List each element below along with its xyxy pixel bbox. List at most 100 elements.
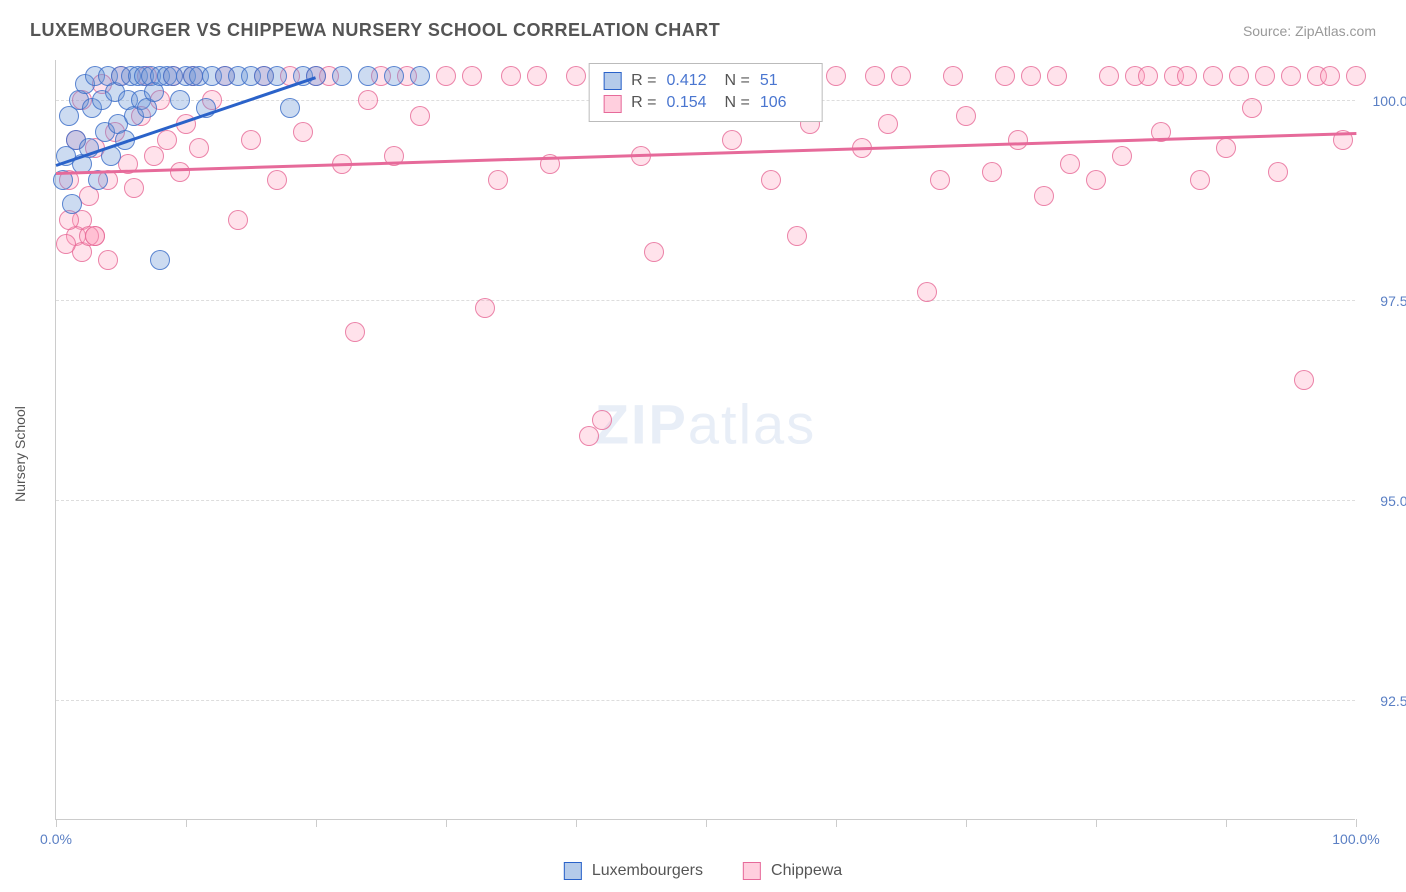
data-point <box>56 234 76 254</box>
swatch-blue-icon <box>603 72 621 90</box>
legend-series-label: Chippewa <box>771 862 842 880</box>
data-point <box>527 66 547 86</box>
data-point <box>722 130 742 150</box>
data-point <box>1034 186 1054 206</box>
data-point <box>943 66 963 86</box>
data-point <box>436 66 456 86</box>
x-tick <box>1356 819 1357 827</box>
data-point <box>410 106 430 126</box>
legend-series: Luxembourgers Chippewa <box>564 862 842 880</box>
data-point <box>189 138 209 158</box>
gridline: 97.5% <box>56 300 1355 301</box>
data-point <box>826 66 846 86</box>
x-tick <box>186 819 187 827</box>
data-point <box>579 426 599 446</box>
data-point <box>384 66 404 86</box>
data-point <box>917 282 937 302</box>
legend-item: Chippewa <box>743 862 842 880</box>
legend-n-value: 106 <box>760 92 808 114</box>
watermark-rest: atlas <box>688 393 816 456</box>
data-point <box>865 66 885 86</box>
data-point <box>1294 370 1314 390</box>
x-tick <box>576 819 577 827</box>
data-point <box>462 66 482 86</box>
data-point <box>241 130 261 150</box>
data-point <box>1008 130 1028 150</box>
legend-r-label: R = <box>631 92 656 114</box>
data-point <box>1047 66 1067 86</box>
legend-r-value: 0.154 <box>667 92 715 114</box>
source-label: Source: ZipAtlas.com <box>1243 23 1376 39</box>
swatch-pink-icon <box>603 95 621 113</box>
data-point <box>1216 138 1236 158</box>
gridline: 95.0% <box>56 500 1355 501</box>
legend-r-label: R = <box>631 70 656 92</box>
y-tick-label: 95.0% <box>1380 493 1406 509</box>
legend-row: R = 0.154 N = 106 <box>603 92 808 114</box>
data-point <box>488 170 508 190</box>
data-point <box>345 322 365 342</box>
data-point <box>358 66 378 86</box>
legend-r-value: 0.412 <box>667 70 715 92</box>
data-point <box>982 162 1002 182</box>
data-point <box>787 226 807 246</box>
data-point <box>1346 66 1366 86</box>
data-point <box>1268 162 1288 182</box>
data-point <box>62 194 82 214</box>
data-point <box>1177 66 1197 86</box>
data-point <box>566 66 586 86</box>
x-tick <box>966 819 967 827</box>
x-tick <box>706 819 707 827</box>
legend-correlation: R = 0.412 N = 51 R = 0.154 N = 106 <box>588 63 823 122</box>
data-point <box>280 98 300 118</box>
data-point <box>1021 66 1041 86</box>
legend-n-label: N = <box>725 92 750 114</box>
data-point <box>995 66 1015 86</box>
legend-row: R = 0.412 N = 51 <box>603 70 808 92</box>
data-point <box>410 66 430 86</box>
data-point <box>1099 66 1119 86</box>
data-point <box>475 298 495 318</box>
data-point <box>891 66 911 86</box>
legend-n-value: 51 <box>760 70 808 92</box>
data-point <box>644 242 664 262</box>
data-point <box>878 114 898 134</box>
data-point <box>592 410 612 430</box>
data-point <box>228 210 248 230</box>
data-point <box>1060 154 1080 174</box>
data-point <box>358 90 378 110</box>
data-point <box>332 66 352 86</box>
data-point <box>170 162 190 182</box>
gridline: 92.5% <box>56 700 1355 701</box>
data-point <box>930 170 950 190</box>
data-point <box>1281 66 1301 86</box>
x-tick-label: 100.0% <box>1332 831 1379 847</box>
x-tick <box>56 819 57 827</box>
data-point <box>98 250 118 270</box>
data-point <box>1229 66 1249 86</box>
swatch-blue-icon <box>564 862 582 880</box>
data-point <box>1242 98 1262 118</box>
data-point <box>267 170 287 190</box>
data-point <box>1086 170 1106 190</box>
chart-title: LUXEMBOURGER VS CHIPPEWA NURSERY SCHOOL … <box>30 20 720 41</box>
data-point <box>85 226 105 246</box>
data-point <box>124 178 144 198</box>
data-point <box>157 130 177 150</box>
legend-n-label: N = <box>725 70 750 92</box>
x-tick <box>446 819 447 827</box>
x-tick <box>1096 819 1097 827</box>
x-tick <box>836 819 837 827</box>
data-point <box>306 66 326 86</box>
data-point <box>956 106 976 126</box>
data-point <box>761 170 781 190</box>
swatch-pink-icon <box>743 862 761 880</box>
x-tick <box>1226 819 1227 827</box>
y-tick-label: 92.5% <box>1380 693 1406 709</box>
y-tick-label: 97.5% <box>1380 293 1406 309</box>
data-point <box>1112 146 1132 166</box>
data-point <box>170 90 190 110</box>
data-point <box>144 146 164 166</box>
chart-plot-area: ZIPatlas 100.0%97.5%95.0%92.5%0.0%100.0%… <box>55 60 1355 820</box>
x-tick-label: 0.0% <box>40 831 72 847</box>
